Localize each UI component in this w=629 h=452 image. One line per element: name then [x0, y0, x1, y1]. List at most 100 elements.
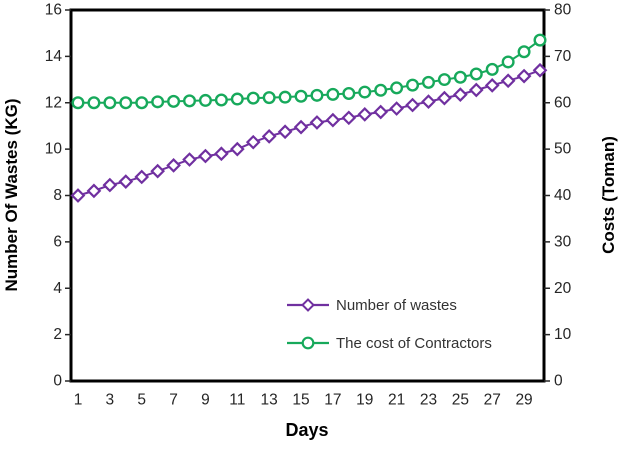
right-tick-label: 50 — [554, 141, 572, 158]
left-tick-label: 4 — [53, 280, 62, 297]
circle-marker — [421, 75, 435, 89]
circle-marker — [374, 83, 388, 97]
diamond-marker — [373, 104, 389, 120]
legend-circle-marker — [301, 336, 315, 350]
circle-marker — [390, 81, 404, 95]
circle-marker — [469, 67, 483, 81]
x-tick-label: 25 — [452, 392, 469, 409]
series-number-of-wastes — [70, 62, 548, 203]
diamond-marker — [70, 188, 86, 203]
left-tick-label: 2 — [53, 326, 62, 343]
left-tick-label: 6 — [53, 233, 62, 250]
right-tick-label: 80 — [554, 2, 572, 19]
circle-marker — [437, 73, 451, 87]
legend-label-cost-of-contractors: The cost of Contractors — [336, 335, 492, 352]
diamond-marker — [229, 141, 245, 157]
x-axis-ticks: 1 3 5 7 9 11 13 15 17 19 21 23 25 27 29 — [74, 392, 533, 409]
diamond-marker — [484, 78, 500, 93]
diamond-marker — [134, 169, 150, 185]
legend: Number of wastes The cost of Contractors — [287, 297, 492, 352]
left-axis-title: Number Of Wastes (KG) — [2, 98, 21, 291]
series-layer — [70, 33, 548, 203]
diamond-marker — [389, 101, 404, 116]
x-tick-label: 13 — [261, 392, 278, 409]
x-tick-label: 7 — [169, 392, 178, 409]
x-tick-label: 1 — [74, 392, 83, 409]
right-tick-label: 30 — [554, 233, 572, 250]
x-tick-label: 29 — [515, 392, 532, 409]
circle-marker — [71, 96, 85, 110]
legend-key-cost-of-contractors — [287, 336, 329, 350]
right-tick-label: 70 — [554, 48, 572, 65]
diamond-marker — [500, 73, 516, 89]
diamond-marker — [245, 134, 261, 150]
circle-marker — [453, 70, 467, 84]
circle-marker — [214, 93, 228, 107]
right-tick-label: 0 — [554, 373, 563, 390]
circle-marker — [342, 86, 356, 100]
circle-marker — [310, 88, 324, 102]
left-tick-label: 10 — [45, 141, 63, 158]
circle-marker — [183, 94, 197, 108]
circle-marker — [198, 93, 212, 107]
circle-marker — [103, 96, 117, 110]
legend-key-number-of-wastes — [287, 298, 329, 312]
circle-marker — [533, 33, 547, 47]
left-tick-label: 12 — [45, 94, 62, 111]
x-tick-label: 15 — [292, 392, 309, 409]
left-tick-label: 8 — [53, 187, 62, 204]
right-tick-label: 20 — [554, 280, 572, 297]
x-tick-label: 23 — [420, 392, 437, 409]
x-tick-label: 21 — [388, 392, 405, 409]
series-cost-of-contractors — [71, 33, 547, 110]
diamond-marker — [341, 110, 357, 126]
right-axis-title: Costs (Toman) — [599, 136, 618, 254]
left-tick-label: 14 — [45, 48, 63, 65]
left-tick-label: 16 — [45, 2, 62, 19]
right-tick-label: 10 — [554, 326, 572, 343]
circle-marker — [135, 96, 149, 110]
circle-marker — [278, 90, 292, 104]
diamond-marker — [198, 148, 213, 164]
diamond-marker — [405, 97, 420, 113]
diamond-marker — [86, 183, 102, 199]
circle-marker — [87, 96, 101, 110]
diamond-marker — [166, 158, 181, 173]
diamond-marker — [150, 163, 166, 179]
right-axis-ticks: 0 10 20 30 40 50 60 70 80 — [544, 2, 572, 390]
diamond-marker — [182, 152, 197, 167]
x-tick-label: 27 — [484, 392, 501, 409]
circle-marker — [485, 62, 499, 76]
diamond-marker — [277, 124, 293, 140]
circle-marker — [294, 89, 308, 103]
circle-marker — [517, 45, 531, 59]
circle-marker — [246, 91, 260, 105]
circle-marker — [262, 91, 276, 105]
x-tick-label: 19 — [356, 392, 373, 409]
diamond-marker — [118, 174, 134, 189]
x-tick-label: 17 — [324, 392, 341, 409]
x-tick-label: 5 — [137, 392, 146, 409]
circle-marker — [326, 87, 340, 101]
diamond-marker — [421, 94, 436, 109]
circle-marker — [501, 55, 515, 69]
right-tick-label: 40 — [554, 187, 572, 204]
circle-marker — [406, 78, 420, 92]
circle-marker — [230, 92, 244, 106]
diamond-marker — [532, 62, 548, 78]
diamond-marker — [293, 119, 309, 135]
diamond-marker — [102, 177, 118, 193]
diamond-marker — [309, 115, 325, 130]
circle-marker — [119, 96, 133, 110]
circle-marker — [358, 85, 372, 99]
x-tick-label: 11 — [229, 392, 245, 409]
diamond-marker — [452, 87, 468, 102]
diamond-marker — [214, 146, 229, 162]
diamond-marker — [468, 82, 484, 98]
left-tick-label: 0 — [53, 373, 62, 390]
left-axis-ticks: 0 2 4 6 8 10 12 14 16 — [45, 2, 71, 390]
circle-marker — [167, 94, 181, 108]
x-tick-label: 9 — [201, 392, 210, 409]
